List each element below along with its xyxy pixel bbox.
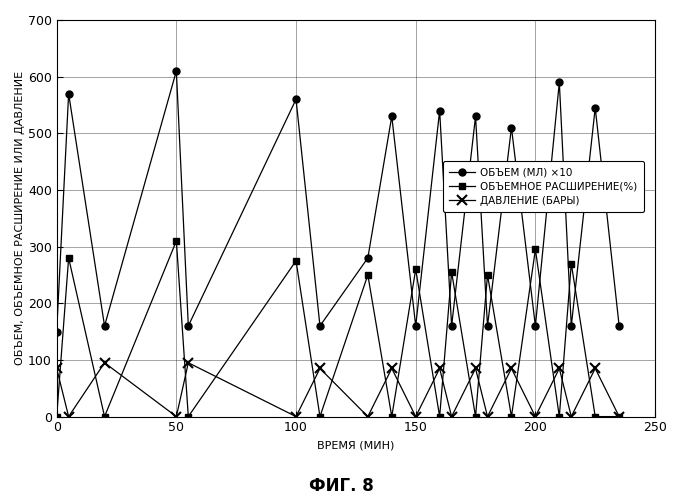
Line: ОБЪЕМ (МЛ) ×10: ОБЪЕМ (МЛ) ×10: [53, 68, 623, 335]
ОБЪЕМ (МЛ) ×10: [173, 68, 181, 74]
ДАВЛЕНИЕ (БАРЫ): [484, 414, 492, 420]
Text: ФИГ. 8: ФИГ. 8: [309, 477, 373, 495]
ОБЪЕМ (МЛ) ×10: [100, 323, 108, 329]
ДАВЛЕНИЕ (БАРЫ): [615, 414, 623, 420]
ОБЪЕМНОЕ РАСШИРЕНИЕ(%): [591, 414, 599, 420]
ДАВЛЕНИЕ (БАРЫ): [316, 366, 324, 372]
ОБЪЕМНОЕ РАСШИРЕНИЕ(%): [471, 414, 479, 420]
ОБЪЕМНОЕ РАСШИРЕНИЕ(%): [436, 414, 444, 420]
ОБЪЕМНОЕ РАСШИРЕНИЕ(%): [615, 414, 623, 420]
Line: ДАВЛЕНИЕ (БАРЫ): ДАВЛЕНИЕ (БАРЫ): [52, 358, 624, 422]
ОБЪЕМНОЕ РАСШИРЕНИЕ(%): [65, 255, 73, 261]
ОБЪЕМ (МЛ) ×10: [412, 323, 420, 329]
ОБЪЕМНОЕ РАСШИРЕНИЕ(%): [53, 414, 61, 420]
ОБЪЕМ (МЛ) ×10: [364, 255, 372, 261]
ОБЪЕМ (МЛ) ×10: [555, 80, 563, 86]
ОБЪЕМНОЕ РАСШИРЕНИЕ(%): [184, 414, 192, 420]
Y-axis label: ОБЪЕМ, ОБЪЕМНОЕ РАСШИРЕНИЕ ИЛИ ДАВЛЕНИЕ: ОБЪЕМ, ОБЪЕМНОЕ РАСШИРЕНИЕ ИЛИ ДАВЛЕНИЕ: [15, 71, 25, 366]
ОБЪЕМ (МЛ) ×10: [531, 323, 539, 329]
ОБЪЕМНОЕ РАСШИРЕНИЕ(%): [412, 266, 420, 272]
ОБЪЕМНОЕ РАСШИРЕНИЕ(%): [100, 414, 108, 420]
Line: ОБЪЕМНОЕ РАСШИРЕНИЕ(%): ОБЪЕМНОЕ РАСШИРЕНИЕ(%): [53, 238, 623, 420]
ДАВЛЕНИЕ (БАРЫ): [567, 414, 576, 420]
ОБЪЕМ (МЛ) ×10: [471, 114, 479, 119]
ОБЪЕМ (МЛ) ×10: [184, 323, 192, 329]
ОБЪЕМ (МЛ) ×10: [484, 323, 492, 329]
ОБЪЕМНОЕ РАСШИРЕНИЕ(%): [387, 414, 396, 420]
ОБЪЕМНОЕ РАСШИРЕНИЕ(%): [447, 269, 456, 275]
ОБЪЕМ (МЛ) ×10: [436, 108, 444, 114]
ОБЪЕМ (МЛ) ×10: [65, 90, 73, 96]
ДАВЛЕНИЕ (БАРЫ): [412, 414, 420, 420]
ОБЪЕМНОЕ РАСШИРЕНИЕ(%): [173, 238, 181, 244]
ДАВЛЕНИЕ (БАРЫ): [173, 414, 181, 420]
ДАВЛЕНИЕ (БАРЫ): [65, 414, 73, 420]
ОБЪЕМ (МЛ) ×10: [387, 114, 396, 119]
ДАВЛЕНИЕ (БАРЫ): [591, 366, 599, 372]
Legend: ОБЪЕМ (МЛ) ×10, ОБЪЕМНОЕ РАСШИРЕНИЕ(%), ДАВЛЕНИЕ (БАРЫ): ОБЪЕМ (МЛ) ×10, ОБЪЕМНОЕ РАСШИРЕНИЕ(%), …: [443, 161, 644, 212]
ДАВЛЕНИЕ (БАРЫ): [507, 366, 516, 372]
ОБЪЕМНОЕ РАСШИРЕНИЕ(%): [531, 246, 539, 252]
ДАВЛЕНИЕ (БАРЫ): [100, 360, 108, 366]
ОБЪЕМ (МЛ) ×10: [567, 323, 576, 329]
ОБЪЕМНОЕ РАСШИРЕНИЕ(%): [507, 414, 516, 420]
ОБЪЕМНОЕ РАСШИРЕНИЕ(%): [484, 272, 492, 278]
ДАВЛЕНИЕ (БАРЫ): [387, 366, 396, 372]
ДАВЛЕНИЕ (БАРЫ): [531, 414, 539, 420]
ДАВЛЕНИЕ (БАРЫ): [184, 360, 192, 366]
ДАВЛЕНИЕ (БАРЫ): [471, 366, 479, 372]
ДАВЛЕНИЕ (БАРЫ): [447, 414, 456, 420]
ОБЪЕМНОЕ РАСШИРЕНИЕ(%): [316, 414, 324, 420]
ОБЪЕМНОЕ РАСШИРЕНИЕ(%): [292, 258, 300, 264]
ОБЪЕМ (МЛ) ×10: [591, 105, 599, 111]
ДАВЛЕНИЕ (БАРЫ): [555, 366, 563, 372]
ДАВЛЕНИЕ (БАРЫ): [292, 414, 300, 420]
ОБЪЕМ (МЛ) ×10: [316, 323, 324, 329]
ОБЪЕМ (МЛ) ×10: [292, 96, 300, 102]
ДАВЛЕНИЕ (БАРЫ): [436, 366, 444, 372]
ДАВЛЕНИЕ (БАРЫ): [53, 366, 61, 372]
ОБЪЕМНОЕ РАСШИРЕНИЕ(%): [555, 414, 563, 420]
ОБЪЕМ (МЛ) ×10: [507, 124, 516, 130]
ОБЪЕМНОЕ РАСШИРЕНИЕ(%): [567, 260, 576, 266]
ДАВЛЕНИЕ (БАРЫ): [364, 414, 372, 420]
ОБЪЕМНОЕ РАСШИРЕНИЕ(%): [364, 272, 372, 278]
ОБЪЕМ (МЛ) ×10: [447, 323, 456, 329]
ОБЪЕМ (МЛ) ×10: [615, 323, 623, 329]
ОБЪЕМ (МЛ) ×10: [53, 328, 61, 334]
X-axis label: ВРЕМЯ (МИН): ВРЕМЯ (МИН): [317, 440, 395, 450]
